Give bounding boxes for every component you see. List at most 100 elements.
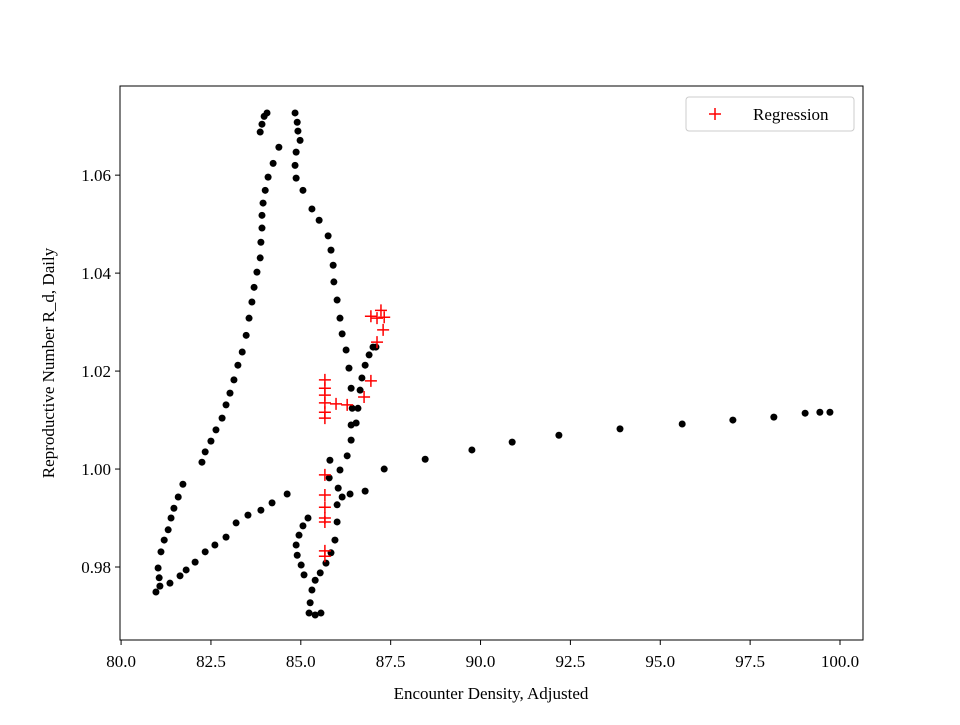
scatter-point <box>222 533 230 541</box>
plus-point <box>364 310 377 323</box>
scatter-point <box>678 420 686 428</box>
scatter-point <box>336 466 344 474</box>
scatter-point <box>826 408 834 416</box>
scatter-point <box>330 278 338 286</box>
scatter-point <box>258 211 266 219</box>
scatter-point <box>616 425 624 433</box>
x-tick-label: 85.0 <box>286 652 316 671</box>
scatter-point <box>327 246 335 254</box>
plus-point <box>318 468 331 481</box>
scatter-point <box>164 526 172 534</box>
scatter-point <box>212 426 220 434</box>
scatter-point <box>293 551 301 559</box>
scatter-point <box>816 408 824 416</box>
scatter-point <box>258 224 266 232</box>
scatter-point <box>176 572 184 580</box>
scatter-point <box>292 174 300 182</box>
scatter-point <box>361 487 369 495</box>
scatter-point <box>174 493 182 501</box>
scatter-point <box>292 148 300 156</box>
scatter-point <box>306 599 314 607</box>
y-tick-label: 1.04 <box>81 264 111 283</box>
scatter-point <box>157 548 165 556</box>
scatter-point <box>305 609 313 617</box>
scatter-point <box>242 331 250 339</box>
scatter-point <box>338 330 346 338</box>
y-tick-label: 1.06 <box>81 166 111 185</box>
scatter-point <box>155 574 163 582</box>
scatter-point <box>218 414 226 422</box>
scatter-point <box>257 238 265 246</box>
y-tick-label: 1.00 <box>81 460 111 479</box>
scatter-point <box>336 314 344 322</box>
scatter-point <box>729 416 737 424</box>
scatter-point <box>156 582 164 590</box>
plus-point <box>371 312 384 325</box>
scatter-point <box>308 205 316 213</box>
scatter-point <box>354 404 362 412</box>
scatter-point <box>283 490 291 498</box>
plus-point <box>318 501 331 514</box>
scatter-point <box>343 452 351 460</box>
scatter-point <box>338 493 346 501</box>
scatter-point <box>380 465 388 473</box>
scatter-point <box>234 361 242 369</box>
scatter-point <box>291 161 299 169</box>
x-tick-label: 92.5 <box>556 652 586 671</box>
plus-point <box>364 374 377 387</box>
scatter-point <box>245 314 253 322</box>
scatter-point <box>191 558 199 566</box>
scatter-point <box>257 506 265 514</box>
scatter-point <box>555 431 563 439</box>
scatter-point <box>317 609 325 617</box>
scatter-point <box>269 159 277 167</box>
x-tick-label: 100.0 <box>821 652 859 671</box>
x-axis-label: Encounter Density, Adjusted <box>394 684 589 703</box>
plus-point <box>318 550 331 563</box>
scatter-point <box>258 120 266 128</box>
scatter-point <box>770 413 778 421</box>
scatter-point <box>253 268 261 276</box>
scatter-point <box>275 143 283 151</box>
scatter-point <box>160 536 168 544</box>
scatter-point <box>154 564 162 572</box>
scatter-point <box>421 455 429 463</box>
scatter-point <box>291 109 299 117</box>
scatter-point <box>334 484 342 492</box>
scatter-point <box>372 343 380 351</box>
x-tick-label: 82.5 <box>196 652 226 671</box>
plus-point <box>377 323 390 336</box>
scatter-point <box>801 409 809 417</box>
scatter-point <box>232 519 240 527</box>
scatter-point <box>358 374 366 382</box>
scatter-point <box>348 404 356 412</box>
scatter-point <box>322 559 330 567</box>
scatter-point <box>326 456 334 464</box>
scatter-point <box>294 127 302 135</box>
scatter-point <box>333 518 341 526</box>
scatter-point <box>201 448 209 456</box>
scatter-point <box>295 531 303 539</box>
scatter-point <box>333 296 341 304</box>
scatter-point <box>347 436 355 444</box>
scatter-point <box>152 588 160 596</box>
scatter-point <box>342 346 350 354</box>
scatter-point <box>261 186 269 194</box>
scatter-point <box>331 536 339 544</box>
scatter-point <box>347 384 355 392</box>
scatter-point <box>315 216 323 224</box>
scatter-point <box>226 389 234 397</box>
scatter-point <box>346 490 354 498</box>
scatter-point <box>304 514 312 522</box>
scatter-point <box>166 579 174 587</box>
scatter-point <box>238 348 246 356</box>
legend-box <box>685 96 855 132</box>
y-axis-label: Reproductive Number R_d, Daily <box>39 247 58 478</box>
scatter-point <box>468 446 476 454</box>
scatter-point <box>167 514 175 522</box>
scatter-point <box>316 569 324 577</box>
scatter-point <box>207 437 215 445</box>
scatter-point <box>311 611 319 619</box>
plus-point <box>318 515 331 528</box>
scatter-point <box>311 576 319 584</box>
